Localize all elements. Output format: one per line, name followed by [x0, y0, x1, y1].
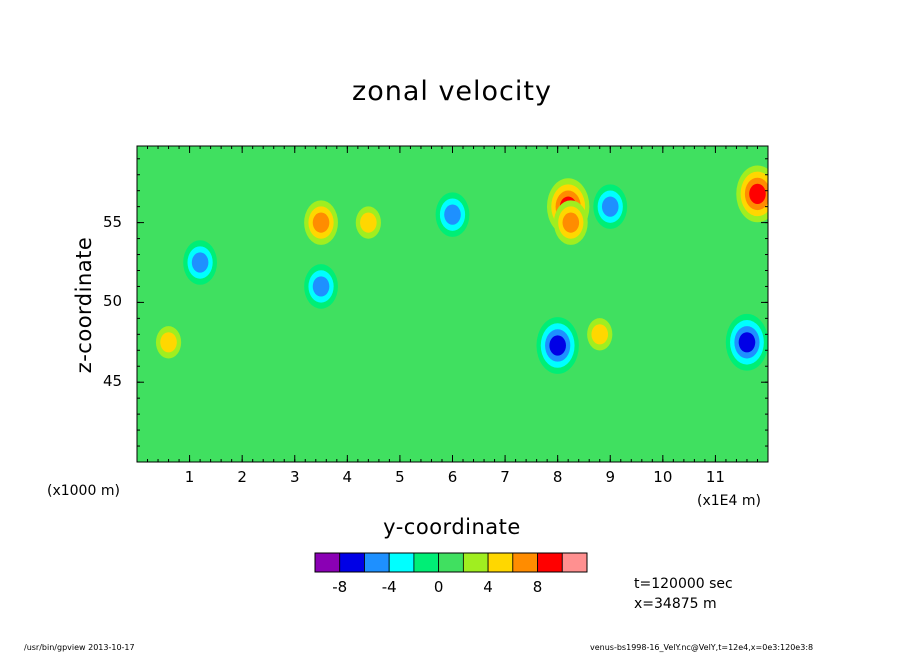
contour-level	[601, 196, 619, 217]
contour-level	[749, 183, 766, 204]
contour-feature	[155, 326, 182, 359]
colorbar-cell	[462, 552, 489, 573]
colorbar-cell	[438, 552, 464, 573]
x-axis-unit-left: (x1000 m)	[47, 483, 120, 499]
x-tick-label: 8	[552, 468, 563, 486]
x-axis-label: y-coordinate	[383, 515, 521, 539]
contour-feature	[355, 206, 381, 239]
colorbar-cell	[487, 552, 514, 573]
contour-level	[738, 332, 756, 353]
colorbar-cell	[339, 552, 365, 573]
colorbar-tick-label: -8	[332, 578, 348, 596]
colorbar-cell	[314, 552, 341, 573]
footer-right: venus-bs1998-16_VelY.nc@VelY,t=12e4,x=0e…	[590, 643, 814, 652]
contour-level	[562, 212, 580, 233]
contour-level	[549, 335, 566, 356]
y-tick-label: 45	[103, 372, 123, 391]
colorbar-cell	[512, 552, 538, 573]
x-tick-label: 4	[342, 468, 353, 486]
colorbar-cell	[561, 552, 588, 573]
contour-feature	[593, 184, 628, 229]
time-info: t=120000 sec	[634, 576, 733, 592]
contour-feature	[553, 200, 588, 245]
contour-level	[191, 252, 209, 273]
colorbar-cell	[537, 552, 563, 573]
colorbar-tick-label: 0	[433, 578, 444, 596]
x-tick-label: 3	[289, 468, 300, 486]
x-axis-ticks	[136, 146, 769, 462]
contour-feature	[304, 200, 338, 245]
x-tick-label: 1	[184, 468, 195, 486]
colorbar-cells	[314, 552, 588, 573]
x-tick-label: 9	[605, 468, 616, 486]
colorbar-cell	[364, 552, 390, 573]
footer-left: /usr/bin/gpview 2013-10-17	[24, 643, 135, 652]
x-tick-label: 5	[395, 468, 405, 486]
x-axis-unit-right: (x1E4 m)	[697, 493, 761, 509]
y-tick-label: 50	[103, 292, 123, 311]
x-tick-label: 7	[500, 468, 510, 486]
contour-feature	[736, 165, 768, 223]
contour-level	[444, 204, 461, 225]
chart-title: zonal velocity	[352, 76, 552, 107]
contour-feature	[587, 318, 613, 351]
x-tick-label: 6	[447, 468, 458, 486]
contour-level	[160, 332, 177, 353]
x-tick-label: 2	[237, 468, 247, 486]
contour-feature	[183, 240, 218, 285]
contour-feature	[725, 313, 768, 371]
contour-fields	[155, 165, 768, 374]
x-tick-label: 10	[653, 468, 673, 486]
colorbar-tick-label: 4	[483, 578, 493, 596]
colorbar-cell	[388, 552, 415, 573]
colorbar-cell	[413, 552, 440, 573]
contour-level	[312, 276, 330, 297]
y-axis-ticks	[137, 158, 768, 447]
x-tick-label: 11	[705, 468, 725, 486]
colorbar-tick-label: -4	[381, 578, 397, 596]
contour-level	[312, 212, 330, 233]
colorbar-frame	[314, 552, 588, 573]
position-info: x=34875 m	[634, 596, 717, 612]
contour-feature	[304, 264, 338, 309]
colorbar-tick-label: 8	[532, 578, 543, 596]
contour-level	[591, 324, 609, 345]
contour-feature	[536, 317, 579, 374]
y-tick-label: 55	[103, 212, 123, 231]
contour-feature	[435, 192, 470, 237]
contour-level	[360, 212, 377, 233]
